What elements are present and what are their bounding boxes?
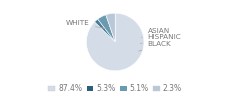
Text: HISPANIC: HISPANIC (141, 34, 181, 43)
Wedge shape (98, 15, 115, 42)
Wedge shape (86, 13, 144, 71)
Text: WHITE: WHITE (66, 20, 105, 28)
Text: ASIAN: ASIAN (141, 28, 170, 38)
Text: BLACK: BLACK (138, 41, 171, 51)
Legend: 87.4%, 5.3%, 5.1%, 2.3%: 87.4%, 5.3%, 5.1%, 2.3% (45, 81, 185, 96)
Wedge shape (106, 13, 115, 42)
Wedge shape (95, 19, 115, 42)
